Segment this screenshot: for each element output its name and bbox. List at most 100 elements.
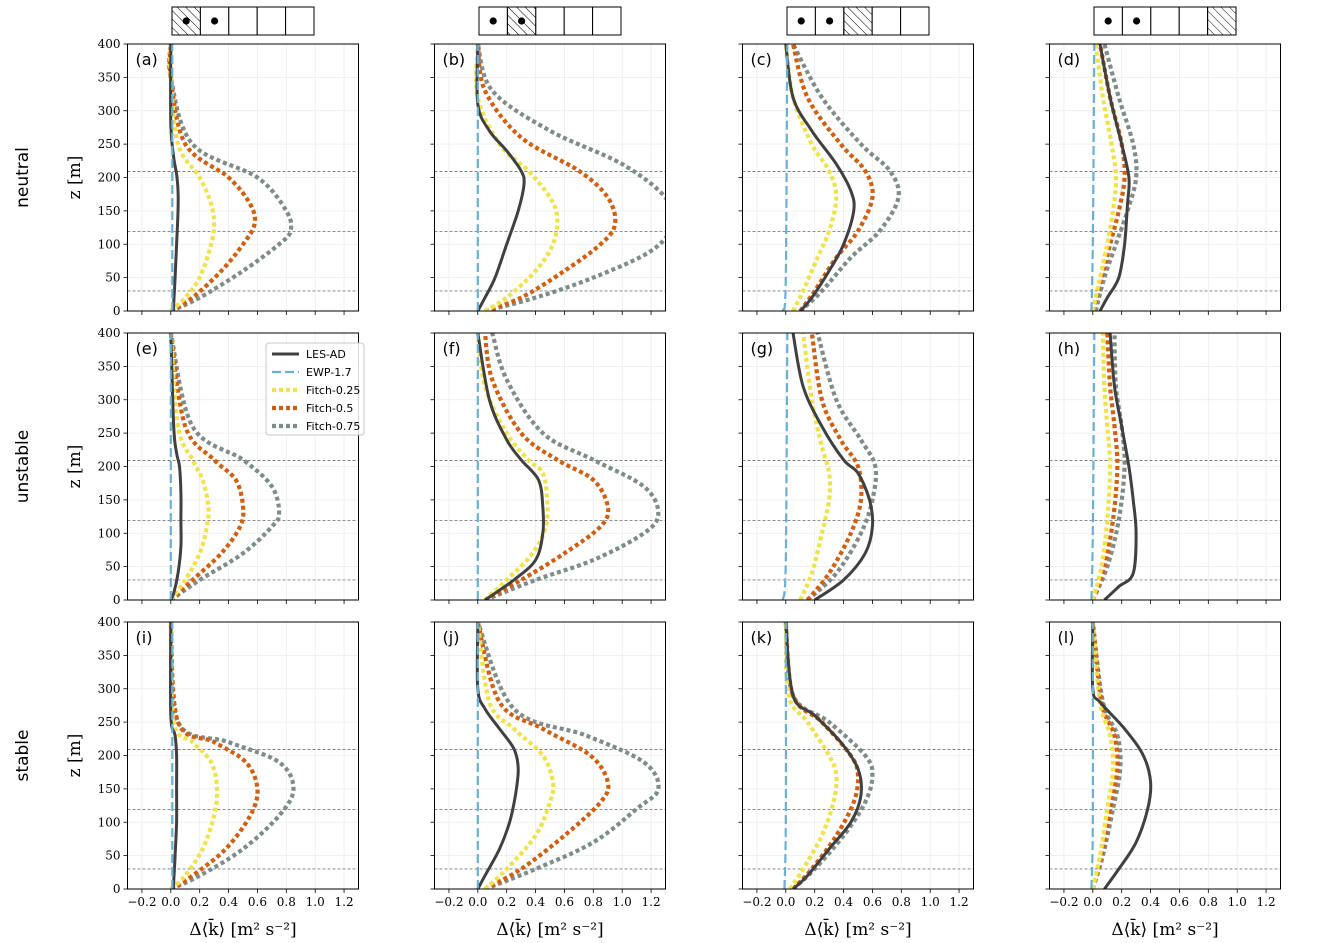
series-line-fitch-0-5 <box>1090 333 1120 600</box>
layout-cell <box>1178 6 1209 36</box>
series-line-fitch-0-75 <box>484 333 661 600</box>
layout-cell <box>285 6 315 36</box>
turbine-dot <box>826 17 834 25</box>
x-tick-label: 0.4 <box>526 895 545 909</box>
x-tick-label: 0.2 <box>1112 895 1131 909</box>
x-tick-label: 1.2 <box>335 895 354 909</box>
turbine-dot <box>1104 17 1112 25</box>
y-axis-label: z [m] <box>65 445 85 489</box>
y-tick-label: 300 <box>98 104 121 118</box>
series-line-fitch-0-75 <box>783 622 875 889</box>
series-line-fitch-0-75 <box>791 44 901 311</box>
panel-label: (f) <box>443 339 461 358</box>
panel-label: (d) <box>1058 50 1081 69</box>
series-line-fitch-0-25 <box>798 333 833 600</box>
panel: −0.2 0.0 0.2 0.4 0.6 0.8 1.0 1.2 (l) Δ⟨k̄⟩ [m² s⁻… <box>1045 621 1281 940</box>
layout-cell <box>900 6 930 36</box>
series-line-les-ad <box>476 333 546 600</box>
layout-cell <box>843 6 873 36</box>
y-tick-label: 350 <box>98 648 121 662</box>
panel-label: (k) <box>751 628 773 647</box>
series-line-fitch-0-75 <box>167 44 294 311</box>
layout-cell <box>256 6 287 36</box>
panel-label: (j) <box>443 628 460 647</box>
series-group <box>781 44 901 311</box>
layout-cell <box>871 6 902 36</box>
series-line-fitch-0-25 <box>783 622 839 889</box>
y-axis-label: z [m] <box>65 156 85 200</box>
y-tick-label: 150 <box>98 204 121 218</box>
turbine-dot <box>182 17 190 25</box>
grid <box>127 621 359 890</box>
y-tick-label: 250 <box>98 715 121 729</box>
x-tick-label: −0.2 <box>434 895 463 909</box>
panel-label: (a) <box>136 50 158 69</box>
layout-cell <box>592 6 622 36</box>
turbine-layout-icon <box>171 6 315 36</box>
x-tick-label: 0.6 <box>863 895 882 909</box>
series-line-les-ad <box>168 622 179 889</box>
panel: 0 50 100 150 200 250 300 350 400 (a) z [m] <box>65 37 359 318</box>
x-tick-label: 0.4 <box>834 895 853 909</box>
y-tick-label: 250 <box>98 137 121 151</box>
panel-label: (i) <box>136 628 153 647</box>
series-line-fitch-0-5 <box>790 44 875 311</box>
turbine-dot <box>1133 17 1141 25</box>
turbine-dot <box>518 17 526 25</box>
legend-label: EWP-1.7 <box>306 366 352 379</box>
y-tick-label: 0 <box>113 882 121 896</box>
x-tick-label: 0.8 <box>892 895 911 909</box>
series-line-fitch-0-5 <box>168 333 246 600</box>
panel: (b) <box>430 43 666 315</box>
turbine-dot <box>797 17 805 25</box>
series-group <box>1090 333 1138 600</box>
x-tick-label: 0.6 <box>1170 895 1189 909</box>
legend-label: Fitch-0.75 <box>306 420 360 433</box>
y-tick-label: 100 <box>98 237 121 251</box>
y-tick-label: 200 <box>98 460 121 474</box>
series-line-les-ad <box>169 333 183 600</box>
series-group <box>1090 44 1139 311</box>
grid <box>434 332 666 601</box>
series-line-ewp-1-7 <box>783 622 788 889</box>
y-tick-label: 100 <box>98 815 121 829</box>
series-group <box>781 333 879 600</box>
panel: −0.2 0.0 0.2 0.4 0.6 0.8 1.0 1.2 0 50 100 150 200 250… <box>65 615 359 940</box>
x-tick-label: 0.4 <box>1141 895 1160 909</box>
y-tick-label: 50 <box>105 560 120 574</box>
grid <box>1049 621 1281 890</box>
series-line-fitch-0-75 <box>806 333 879 600</box>
x-tick-label: 0.0 <box>1083 895 1102 909</box>
series-line-fitch-0-25 <box>168 622 220 889</box>
turbine-layout-icon <box>478 6 622 36</box>
grid <box>434 621 666 890</box>
x-tick-label: 0.8 <box>1199 895 1218 909</box>
y-tick-label: 300 <box>98 393 121 407</box>
y-tick-label: 150 <box>98 493 121 507</box>
x-tick-label: 0.2 <box>190 895 209 909</box>
x-tick-label: 0.6 <box>555 895 574 909</box>
y-tick-label: 350 <box>98 359 121 373</box>
series-line-les-ad <box>784 622 863 889</box>
legend-label: Fitch-0.25 <box>306 384 360 397</box>
series-line-les-ad <box>1090 622 1153 889</box>
legend-label: Fitch-0.5 <box>306 402 353 415</box>
y-tick-label: 400 <box>98 37 121 51</box>
panel-label: (b) <box>443 50 466 69</box>
series-line-fitch-0-25 <box>168 333 211 600</box>
y-tick-label: 300 <box>98 682 121 696</box>
series-line-fitch-0-25 <box>475 622 556 889</box>
series-line-fitch-0-75 <box>1093 44 1139 311</box>
grid <box>127 43 359 312</box>
legend-box <box>265 342 365 436</box>
series-line-ewp-1-7 <box>1090 44 1096 311</box>
series-line-fitch-0-25 <box>783 44 839 311</box>
y-tick-label: 150 <box>98 782 121 796</box>
panel: (g) <box>738 332 974 604</box>
x-tick-label: 1.2 <box>1257 895 1276 909</box>
series-line-fitch-0-5 <box>475 622 611 889</box>
series-group <box>475 333 661 600</box>
panel: (d) <box>1045 43 1281 315</box>
series-group <box>168 622 296 889</box>
series-line-ewp-1-7 <box>1090 622 1095 889</box>
